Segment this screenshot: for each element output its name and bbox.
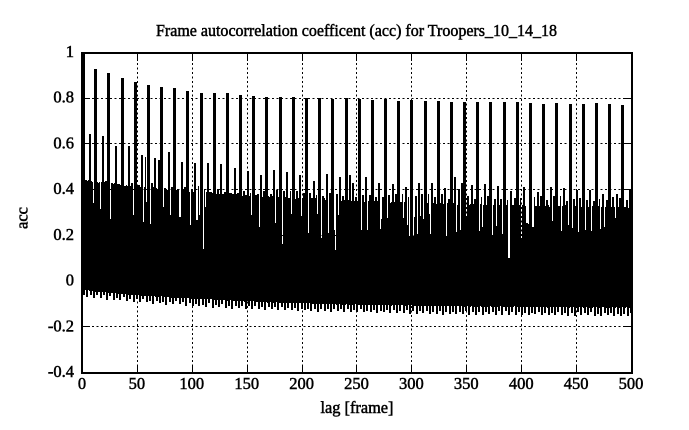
svg-text:400: 400 (509, 374, 534, 393)
svg-text:-0.2: -0.2 (48, 316, 74, 335)
svg-text:150: 150 (234, 374, 259, 393)
svg-text:lag [frame]: lag [frame] (321, 398, 394, 417)
svg-text:0.4: 0.4 (53, 179, 74, 198)
svg-text:250: 250 (344, 374, 369, 393)
svg-text:0.8: 0.8 (53, 88, 74, 107)
svg-text:300: 300 (399, 374, 424, 393)
svg-text:350: 350 (454, 374, 479, 393)
svg-text:Frame autocorrelation coeffice: Frame autocorrelation coefficent (acc) f… (156, 21, 557, 40)
svg-text:0: 0 (66, 271, 74, 290)
svg-text:50: 50 (129, 374, 146, 393)
svg-text:200: 200 (289, 374, 314, 393)
svg-text:-0.4: -0.4 (48, 362, 74, 381)
svg-text:500: 500 (619, 374, 644, 393)
svg-text:100: 100 (179, 374, 204, 393)
svg-text:acc: acc (13, 207, 32, 229)
svg-text:0.2: 0.2 (53, 225, 74, 244)
svg-text:0.6: 0.6 (53, 133, 74, 152)
svg-text:0: 0 (78, 374, 86, 393)
svg-text:1: 1 (66, 42, 74, 61)
svg-text:450: 450 (564, 374, 589, 393)
